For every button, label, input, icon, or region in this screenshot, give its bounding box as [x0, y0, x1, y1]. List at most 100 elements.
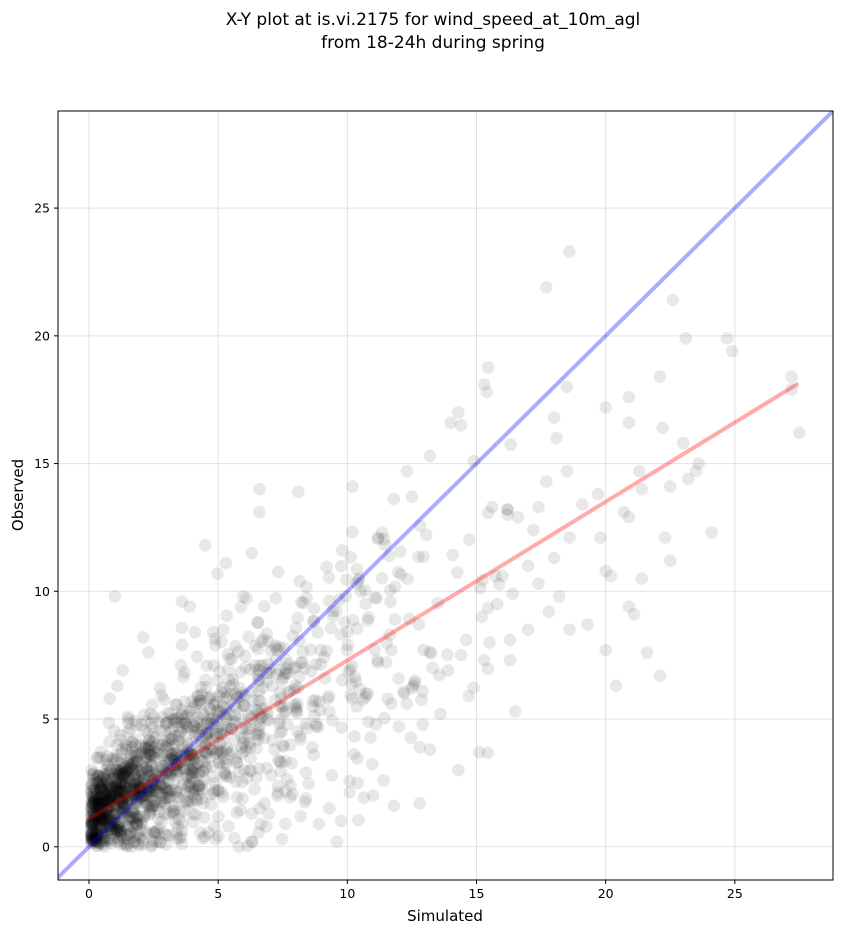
data-point	[167, 753, 181, 767]
data-point	[186, 815, 200, 829]
data-point	[96, 784, 109, 798]
data-point	[184, 785, 197, 799]
data-point	[96, 834, 110, 848]
data-point	[192, 779, 205, 793]
data-point	[86, 817, 99, 831]
data-point	[145, 838, 158, 851]
data-point	[496, 569, 509, 583]
data-point	[232, 765, 245, 778]
data-point	[539, 280, 553, 294]
data-point	[103, 735, 116, 749]
data-point	[413, 519, 427, 533]
data-point	[322, 689, 336, 703]
data-point	[135, 790, 149, 803]
data-point	[187, 752, 200, 766]
data-point	[88, 834, 102, 847]
data-point	[111, 821, 125, 834]
data-point	[111, 825, 125, 839]
data-point	[100, 795, 114, 808]
data-point	[207, 659, 221, 672]
data-point	[313, 704, 327, 717]
data-point	[434, 707, 447, 721]
data-point	[217, 700, 230, 713]
data-point	[307, 615, 321, 628]
data-point	[128, 787, 141, 801]
data-point	[169, 712, 182, 726]
data-point	[95, 807, 109, 821]
data-point	[96, 791, 109, 805]
data-point	[113, 782, 126, 795]
data-point	[280, 653, 293, 667]
data-point	[167, 807, 180, 821]
data-point	[97, 827, 110, 840]
data-point	[204, 788, 218, 801]
data-point	[97, 794, 111, 807]
data-point	[276, 671, 290, 685]
data-point	[431, 596, 445, 610]
data-point	[197, 796, 210, 810]
data-point	[120, 740, 133, 753]
data-point	[183, 747, 197, 760]
data-point	[104, 764, 118, 777]
data-point	[320, 644, 333, 658]
data-point	[87, 791, 101, 805]
data-point	[200, 745, 213, 759]
data-point	[124, 780, 138, 794]
data-point	[114, 785, 127, 798]
data-point	[107, 812, 120, 826]
data-point	[130, 818, 143, 831]
data-point	[251, 616, 265, 630]
data-point	[98, 813, 111, 826]
data-point	[144, 785, 157, 798]
data-point	[253, 659, 267, 672]
data-point	[173, 804, 187, 818]
data-point	[95, 824, 109, 838]
data-point	[121, 763, 135, 777]
data-point	[252, 673, 265, 687]
data-point	[124, 793, 138, 806]
data-point	[139, 761, 153, 775]
data-point	[235, 775, 249, 789]
data-point	[405, 681, 419, 695]
data-point	[253, 719, 266, 733]
data-point	[89, 807, 103, 820]
data-point	[120, 743, 133, 757]
data-point	[85, 827, 98, 841]
data-point	[108, 807, 121, 820]
data-point	[144, 748, 157, 761]
data-point	[185, 796, 199, 810]
data-point	[94, 802, 108, 816]
data-point	[635, 572, 649, 585]
data-point	[109, 820, 123, 833]
data-point	[403, 612, 416, 626]
data-point	[211, 567, 224, 581]
data-point	[185, 771, 199, 785]
data-point	[117, 790, 131, 803]
data-point	[126, 811, 139, 824]
data-point	[94, 781, 108, 794]
data-point	[92, 795, 106, 808]
data-point	[284, 779, 297, 792]
data-point	[103, 792, 116, 806]
data-point	[254, 818, 267, 831]
data-point	[124, 722, 137, 736]
data-point	[324, 621, 338, 635]
data-point	[348, 670, 362, 684]
data-point	[168, 729, 182, 743]
data-point	[236, 590, 250, 603]
data-point	[277, 699, 291, 713]
data-point	[591, 487, 605, 501]
data-point	[147, 795, 160, 809]
data-point	[321, 692, 335, 705]
data-point	[371, 532, 385, 546]
data-point	[87, 784, 101, 798]
data-point	[110, 767, 124, 780]
data-point	[191, 757, 204, 770]
data-point	[209, 726, 222, 740]
data-point	[98, 788, 112, 802]
data-point	[107, 826, 121, 840]
data-point	[124, 761, 138, 775]
data-point	[288, 683, 301, 696]
data-point	[213, 755, 226, 769]
data-point	[145, 774, 159, 788]
